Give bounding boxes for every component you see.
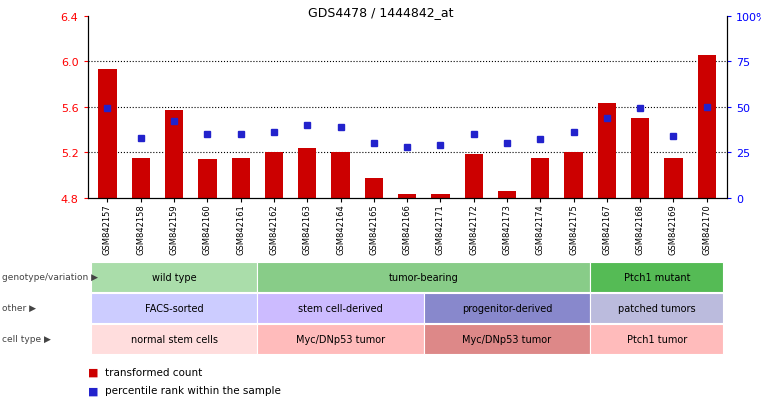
- Bar: [98, 70, 116, 198]
- Bar: [431, 195, 450, 198]
- Text: cell type ▶: cell type ▶: [2, 335, 50, 344]
- Text: percentile rank within the sample: percentile rank within the sample: [105, 385, 281, 395]
- Bar: [664, 159, 683, 198]
- Text: normal stem cells: normal stem cells: [131, 334, 218, 344]
- Text: progenitor-derived: progenitor-derived: [462, 303, 552, 313]
- Text: ■: ■: [88, 385, 98, 395]
- Bar: [298, 148, 317, 198]
- Text: Myc/DNp53 tumor: Myc/DNp53 tumor: [463, 334, 552, 344]
- Bar: [398, 195, 416, 198]
- Bar: [565, 153, 583, 198]
- Bar: [165, 111, 183, 198]
- Text: other ▶: other ▶: [2, 304, 36, 313]
- Bar: [331, 153, 350, 198]
- Bar: [464, 155, 483, 198]
- Text: wild type: wild type: [151, 272, 196, 282]
- Text: ■: ■: [88, 367, 98, 377]
- Bar: [498, 191, 516, 198]
- Bar: [198, 160, 217, 198]
- Bar: [231, 159, 250, 198]
- Text: transformed count: transformed count: [105, 367, 202, 377]
- Bar: [531, 159, 549, 198]
- Text: genotype/variation ▶: genotype/variation ▶: [2, 273, 97, 282]
- Bar: [631, 119, 649, 198]
- Bar: [265, 153, 283, 198]
- Text: FACS-sorted: FACS-sorted: [145, 303, 203, 313]
- Text: tumor-bearing: tumor-bearing: [389, 272, 459, 282]
- Text: Ptch1 mutant: Ptch1 mutant: [623, 272, 690, 282]
- Bar: [365, 179, 383, 198]
- Bar: [597, 104, 616, 198]
- Bar: [132, 159, 150, 198]
- Text: stem cell-derived: stem cell-derived: [298, 303, 383, 313]
- Text: Myc/DNp53 tumor: Myc/DNp53 tumor: [296, 334, 385, 344]
- Text: GDS4478 / 1444842_at: GDS4478 / 1444842_at: [307, 6, 454, 19]
- Bar: [698, 56, 716, 198]
- Text: patched tumors: patched tumors: [618, 303, 696, 313]
- Text: Ptch1 tumor: Ptch1 tumor: [627, 334, 687, 344]
